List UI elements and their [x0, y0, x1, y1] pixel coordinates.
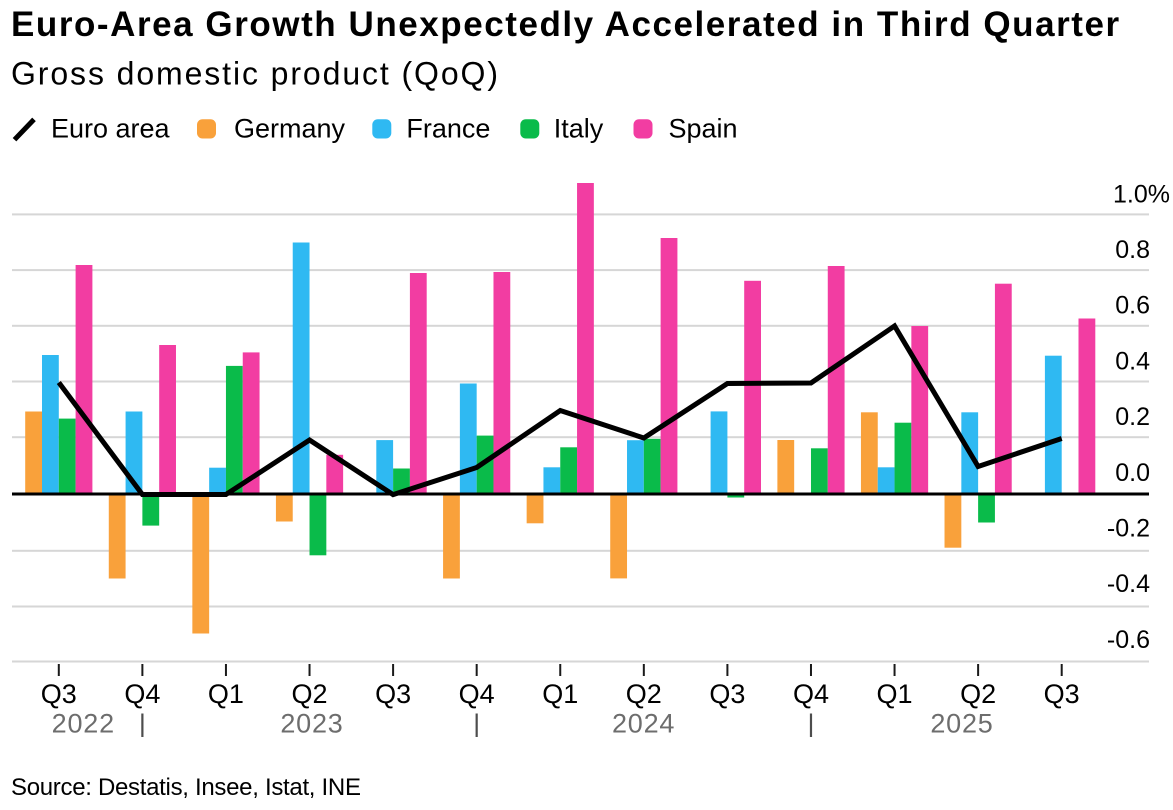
svg-text:Source: Destatis, Insee, Istat: Source: Destatis, Insee, Istat, INE — [11, 774, 361, 801]
svg-text:0.6: 0.6 — [1115, 292, 1150, 320]
svg-text:-0.4: -0.4 — [1107, 570, 1150, 598]
svg-text:Italy: Italy — [554, 114, 604, 144]
svg-text:0.2: 0.2 — [1115, 403, 1150, 431]
svg-text:Spain: Spain — [669, 114, 738, 144]
svg-text:Q3: Q3 — [709, 679, 745, 709]
svg-text:Gross domestic product (QoQ): Gross domestic product (QoQ) — [11, 56, 500, 92]
svg-text:-0.2: -0.2 — [1107, 514, 1150, 542]
svg-text:Euro area: Euro area — [51, 114, 171, 144]
svg-text:Q4: Q4 — [793, 679, 829, 709]
svg-text:2023: 2023 — [280, 709, 343, 739]
svg-text:France: France — [406, 114, 490, 144]
svg-text:Q2: Q2 — [626, 679, 662, 709]
svg-text:2024: 2024 — [612, 709, 675, 739]
svg-text:0.0: 0.0 — [1115, 459, 1150, 487]
svg-text:Q2: Q2 — [960, 679, 996, 709]
svg-text:0.8: 0.8 — [1115, 236, 1150, 264]
svg-text:Q1: Q1 — [542, 679, 578, 709]
svg-text:Q3: Q3 — [1044, 679, 1080, 709]
svg-text:Q1: Q1 — [208, 679, 244, 709]
svg-text:2022: 2022 — [52, 709, 115, 739]
svg-text:Euro-Area Growth Unexpectedly: Euro-Area Growth Unexpectedly Accelerate… — [11, 5, 1121, 44]
svg-text:Q1: Q1 — [877, 679, 913, 709]
svg-text:Q2: Q2 — [292, 679, 328, 709]
svg-text:Q4: Q4 — [459, 679, 495, 709]
svg-text:Q3: Q3 — [41, 679, 77, 709]
svg-text:2025: 2025 — [930, 709, 993, 739]
svg-text:Q3: Q3 — [375, 679, 411, 709]
svg-text:Q4: Q4 — [124, 679, 160, 709]
svg-text:0.4: 0.4 — [1115, 347, 1150, 375]
svg-text:1.0%: 1.0% — [1113, 180, 1170, 208]
svg-text:-0.6: -0.6 — [1107, 626, 1150, 654]
svg-text:Germany: Germany — [234, 114, 346, 144]
